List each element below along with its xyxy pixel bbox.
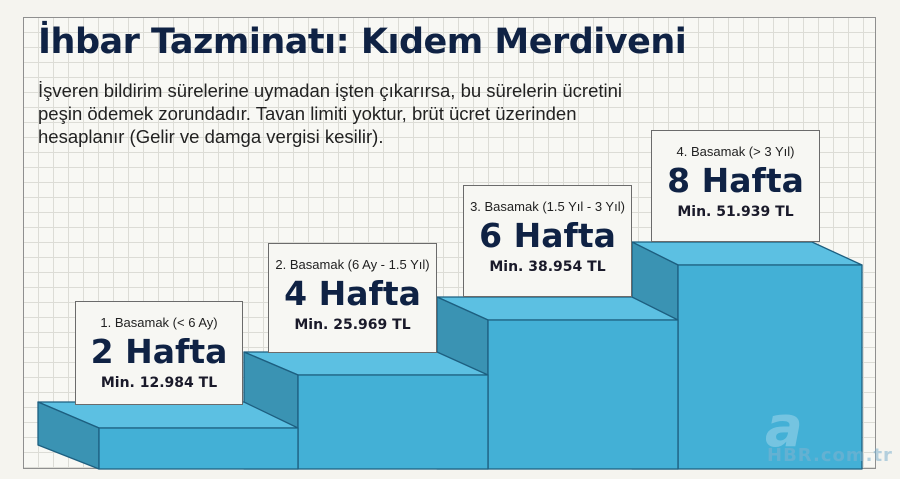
description-line-1: İşveren bildirim sürelerine uymadan işte… xyxy=(38,80,623,101)
step-range-label: 3. Basamak (1.5 Yıl - 3 Yıl) xyxy=(470,199,625,214)
step-weeks-value: 2 Hafta xyxy=(90,332,228,371)
step-min-amount: Min. 51.939 TL xyxy=(677,204,794,220)
step-range-label: 1. Basamak (< 6 Ay) xyxy=(100,315,218,330)
step-weeks-value: 6 Hafta xyxy=(479,216,616,255)
step-weeks-value: 4 Hafta xyxy=(284,274,421,313)
page-title: İhbar Tazminatı: Kıdem Merdiveni xyxy=(38,22,687,62)
step-range-label: 4. Basamak (> 3 Yıl) xyxy=(676,144,795,159)
step-card-1: 1. Basamak (< 6 Ay) 2 Hafta Min. 12.984 … xyxy=(75,301,243,405)
step-card-3: 3. Basamak (1.5 Yıl - 3 Yıl) 6 Hafta Min… xyxy=(463,185,632,297)
step-min-amount: Min. 38.954 TL xyxy=(489,259,606,275)
step-card-2: 2. Basamak (6 Ay - 1.5 Yıl) 4 Hafta Min.… xyxy=(268,243,437,353)
step-weeks-value: 8 Hafta xyxy=(667,161,804,200)
description-line-3: hesaplanır (Gelir ve damga vergisi kesil… xyxy=(38,126,384,147)
step-min-amount: Min. 25.969 TL xyxy=(294,317,411,333)
description-line-2: peşin ödemek zorundadır. Tavan limiti yo… xyxy=(38,103,577,124)
description: İşveren bildirim sürelerine uymadan işte… xyxy=(38,79,698,148)
step-range-label: 2. Basamak (6 Ay - 1.5 Yıl) xyxy=(275,257,430,272)
step-min-amount: Min. 12.984 TL xyxy=(100,375,218,391)
step-1-block xyxy=(37,401,299,470)
step-card-4: 4. Basamak (> 3 Yıl) 8 Hafta Min. 51.939… xyxy=(651,130,820,242)
